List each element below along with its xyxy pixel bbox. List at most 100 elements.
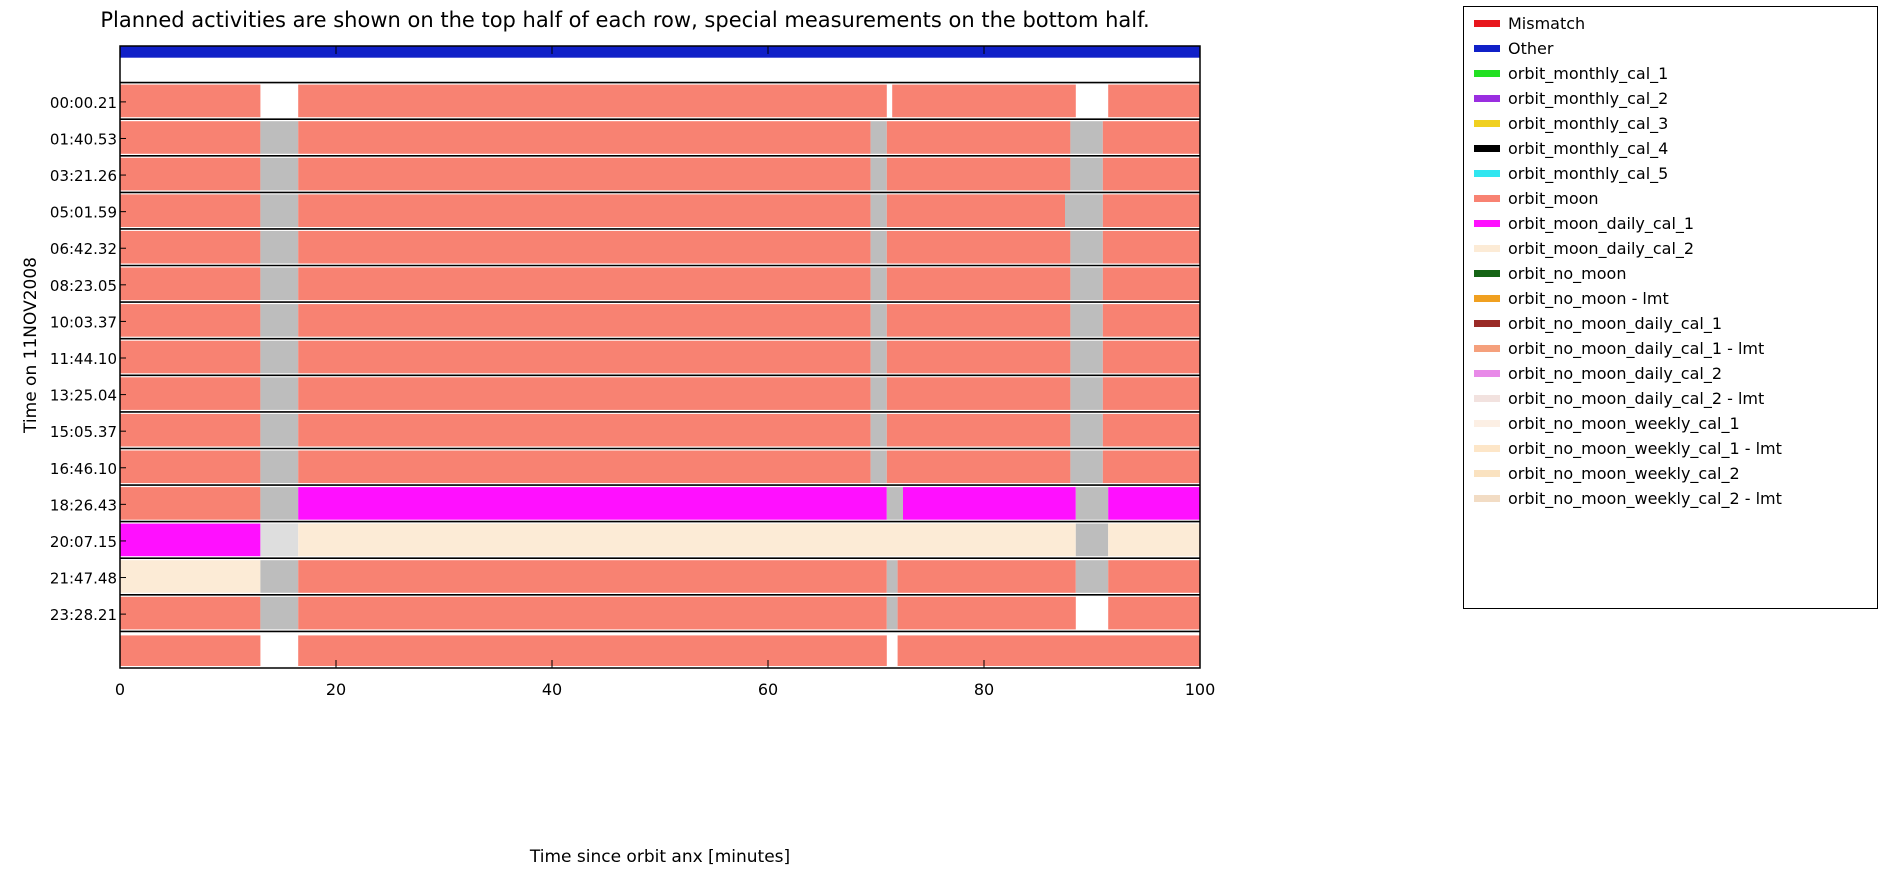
legend-item: orbit_monthly_cal_3 — [1474, 111, 1668, 135]
legend-label: orbit_monthly_cal_1 — [1508, 63, 1669, 83]
legend-swatch — [1474, 469, 1500, 477]
timeline-segment — [870, 377, 887, 410]
timeline-segment — [120, 523, 261, 557]
y-tick-label: 21:47.48 — [50, 570, 117, 588]
timeline-segment — [870, 157, 887, 191]
timeline-segment — [298, 84, 887, 118]
legend-label: orbit_monthly_cal_2 — [1508, 88, 1669, 108]
timeline-segment — [1065, 194, 1103, 227]
timeline-segment — [260, 230, 299, 264]
timeline-segment — [886, 596, 898, 630]
legend-swatch — [1474, 369, 1500, 377]
timeline-segment — [1102, 157, 1200, 191]
y-tick-label: 05:01.59 — [50, 204, 117, 222]
legend-swatch — [1474, 169, 1500, 177]
timeline-segment — [120, 340, 261, 374]
timeline-segment — [870, 230, 887, 264]
timeline-segment — [120, 596, 261, 630]
legend-swatch — [1474, 319, 1500, 327]
legend-item: Mismatch — [1474, 11, 1585, 35]
timeline-segment — [1102, 304, 1200, 337]
y-tick-label: 16:46.10 — [50, 460, 117, 478]
x-tick-label: 80 — [974, 680, 994, 699]
timeline-segment — [1102, 230, 1200, 264]
legend-item: orbit_monthly_cal_1 — [1474, 61, 1668, 85]
timeline-segment — [120, 413, 261, 447]
x-tick-label: 100 — [1185, 680, 1216, 699]
timeline-row — [120, 46, 1200, 58]
legend-label: orbit_no_moon_weekly_cal_1 - lmt — [1508, 438, 1782, 458]
timeline-segment — [298, 596, 887, 630]
x-tick-label: 20 — [326, 680, 346, 699]
legend-item: orbit_monthly_cal_5 — [1474, 161, 1668, 185]
y-axis: 00:00.21 01:40.53 03:21.26 05:01.59 06:42.32… — [50, 94, 126, 624]
timeline-segment — [298, 121, 871, 154]
y-tick-label: 03:21.26 — [50, 167, 117, 185]
legend-label: orbit_monthly_cal_5 — [1508, 163, 1669, 183]
plot-border — [119, 45, 1201, 669]
timeline-segment — [1070, 340, 1103, 374]
timeline-segment — [1070, 377, 1103, 410]
timeline-segment — [298, 450, 871, 484]
legend-label: orbit_monthly_cal_3 — [1508, 113, 1669, 133]
timeline-segment — [886, 194, 1065, 227]
y-tick-label: 11:44.10 — [50, 350, 117, 368]
legend-label: orbit_no_moon_weekly_cal_2 — [1508, 463, 1740, 483]
timeline-segment — [120, 121, 261, 154]
timeline-segment — [120, 450, 261, 484]
timeline-segment — [870, 121, 887, 154]
legend-swatch — [1474, 19, 1500, 27]
x-axis-label: Time since orbit anx [minutes] — [529, 847, 790, 867]
legend-label: Other — [1508, 38, 1554, 58]
timeline-segment — [120, 560, 261, 593]
timeline-segment — [1102, 340, 1200, 374]
legend-item: orbit_monthly_cal_4 — [1474, 136, 1668, 160]
y-tick-label: 06:42.32 — [50, 240, 117, 258]
timeline-segment — [120, 194, 261, 227]
legend-swatch — [1474, 344, 1500, 352]
legend-item: orbit_no_moon - lmt — [1474, 286, 1669, 310]
chart-subtitle: Planned activities are shown on the top … — [100, 8, 1150, 32]
legend-label: orbit_moon_daily_cal_1 — [1508, 213, 1695, 233]
y-tick-label: 10:03.37 — [50, 313, 117, 331]
timeline-segment — [298, 560, 887, 593]
legend-item: orbit_no_moon_weekly_cal_1 - lmt — [1474, 436, 1782, 460]
timeline-segment — [120, 267, 261, 301]
y-tick-label: 20:07.15 — [50, 533, 117, 551]
timeline-row — [120, 635, 1200, 666]
timeline-segment — [870, 413, 887, 447]
legend-swatch — [1474, 494, 1500, 502]
timeline-segment — [298, 523, 1076, 557]
timeline-row — [120, 450, 1200, 484]
timeline-segment — [298, 194, 871, 227]
timeline-segment — [298, 157, 871, 191]
x-tick-label: 60 — [758, 680, 778, 699]
timeline-segment — [1075, 487, 1109, 520]
timeline-segment — [870, 194, 887, 227]
timeline-segment — [260, 413, 299, 447]
timeline-segment — [870, 450, 887, 484]
timeline-row — [120, 340, 1200, 374]
timeline-segment — [1102, 267, 1200, 301]
legend-item: orbit_no_moon_daily_cal_1 — [1474, 311, 1722, 335]
timeline-segment — [1102, 377, 1200, 410]
timeline-segment — [886, 487, 903, 520]
timeline-segment — [120, 46, 1200, 58]
timeline-segment — [886, 377, 1071, 410]
timeline-segment — [120, 157, 261, 191]
timeline-segment — [1102, 194, 1200, 227]
timeline-segment — [903, 487, 1076, 520]
legend-label: orbit_no_moon_daily_cal_1 — [1508, 313, 1723, 333]
legend-swatch — [1474, 144, 1500, 152]
legend-swatch — [1474, 269, 1500, 277]
y-tick-label: 13:25.04 — [50, 387, 117, 405]
timeline-segment — [892, 84, 1076, 118]
timeline-row — [120, 413, 1200, 447]
y-axis-label: Time on 11NOV2008 — [21, 257, 41, 434]
y-tick-label: 15:05.37 — [50, 423, 117, 441]
timeline-segment — [260, 304, 299, 337]
timeline-segment — [260, 523, 299, 557]
timeline-segment — [1070, 413, 1103, 447]
timeline-segment — [886, 450, 1071, 484]
